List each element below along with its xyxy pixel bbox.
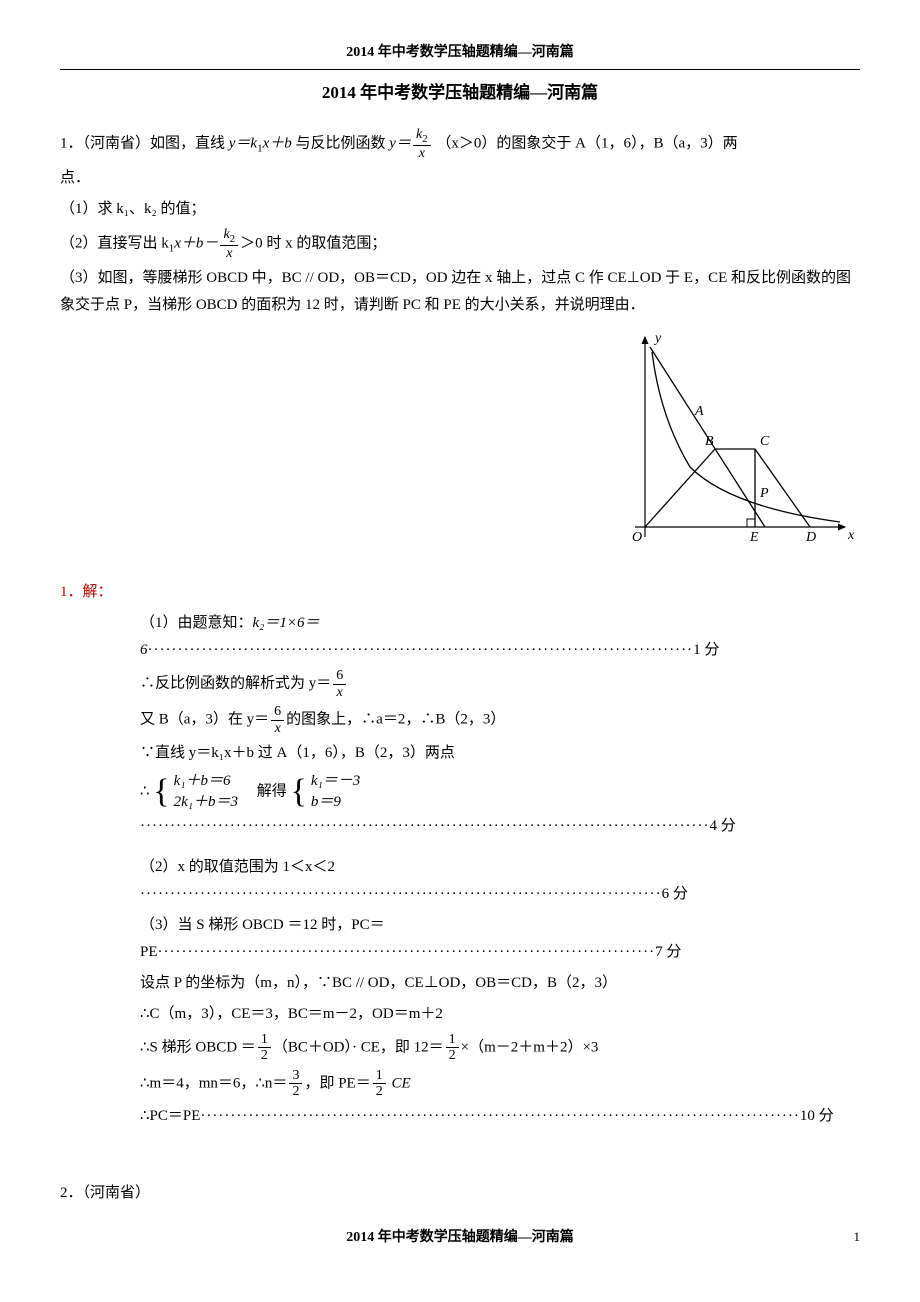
num: 1 [258, 1032, 271, 1048]
score: 6 分 [662, 886, 688, 902]
sol-1e: ∴ { k₁＋b＝6 2k₁＋b＝3 解得 { k₁＝－3 b＝9 ······… [140, 771, 860, 840]
text: （2）直接写出 k [60, 236, 169, 252]
sub: 2 [230, 233, 236, 245]
fraction: k2x [413, 127, 431, 161]
den: 2 [289, 1084, 302, 1099]
text: ∴反比例函数的解析式为 y＝ [140, 676, 331, 692]
fraction: 6x [333, 668, 346, 700]
page-number: 1 [854, 1225, 861, 1248]
svg-text:P: P [759, 486, 769, 501]
sol-3f: ∴PC＝PE··································… [140, 1103, 860, 1130]
text: 又 B（a，3）在 y＝ [140, 711, 269, 727]
brace-icon: { [153, 775, 169, 809]
sol-1a: （1）由题意知：k₂＝1×6＝6························… [140, 610, 860, 664]
den: x [413, 146, 431, 161]
eq: k₁＝－3 [307, 771, 360, 792]
solution-head: 1．解： [60, 579, 860, 606]
figure-graph: y x O A B C P E D [600, 327, 860, 567]
num: 1 [446, 1032, 459, 1048]
text: 1．（河南省）如图，直线 [60, 135, 229, 151]
den: 2 [446, 1048, 459, 1063]
svg-text:B: B [705, 434, 714, 449]
text: CE [388, 1075, 411, 1091]
den: 2 [373, 1084, 386, 1099]
score: 1 分 [693, 642, 719, 658]
num: 1 [373, 1068, 386, 1084]
text: 的图象上，∴a＝2，∴B（2，3） [286, 711, 505, 727]
text: x＋b－ [174, 236, 218, 252]
den: 2 [258, 1048, 271, 1063]
eq: k₁＋b＝6 [170, 771, 238, 792]
score: 7 分 [655, 944, 681, 960]
dots: ········································… [200, 1108, 800, 1124]
fraction: k2x [220, 227, 238, 261]
fraction: 12 [373, 1068, 386, 1100]
text: x＋b [263, 135, 292, 151]
svg-text:E: E [749, 530, 759, 545]
dots: ········································… [140, 886, 662, 902]
brace-icon: { [291, 775, 307, 809]
svg-text:C: C [760, 434, 770, 449]
header-rule [60, 69, 860, 70]
num: 6 [333, 668, 346, 684]
text: ∴m＝4，mn＝6，∴n＝ [140, 1075, 287, 1091]
q1-stem-line1: 1．（河南省）如图，直线 y＝k1x＋b 与反比例函数 y＝k2x （x＞0）的… [60, 127, 860, 161]
brace-system-2: { k₁＝－3 b＝9 [291, 771, 361, 813]
eq: 2k₁＋b＝3 [170, 792, 238, 813]
text: ，即 PE＝ [304, 1075, 370, 1091]
fraction: 6x [271, 704, 284, 736]
q1-stem-line2: 点． [60, 165, 860, 192]
dots: ········································… [148, 642, 694, 658]
footer-text: 2014 年中考数学压轴题精编—河南篇 [346, 1230, 574, 1245]
q2: 2．（河南省） [60, 1180, 860, 1207]
fraction: 32 [289, 1068, 302, 1100]
sol-3e: ∴m＝4，mn＝6，∴n＝32，即 PE＝12 CE [140, 1068, 860, 1100]
text: （2）x 的取值范围为 1＜x＜2 [140, 859, 335, 875]
sol-1d: ∵直线 y＝k₁x＋b 过 A（1，6），B（2，3）两点 [140, 740, 860, 767]
score: 4 分 [710, 818, 736, 834]
svg-text:O: O [632, 530, 642, 545]
text: ×（m－2＋m＋2）×3 [461, 1039, 599, 1055]
page-title: 2014 年中考数学压轴题精编—河南篇 [60, 78, 860, 109]
num: 3 [289, 1068, 302, 1084]
num: 6 [271, 704, 284, 720]
q1-part1: （1）求 k₁、k₂ 的值； [60, 196, 860, 223]
sol-3c: ∴C（m，3），CE＝3，BC＝m－2，OD＝m＋2 [140, 1001, 860, 1028]
sol-1b: ∴反比例函数的解析式为 y＝6x [140, 668, 860, 700]
text: （x＞0）的图象交于 A（1，6），B（a，3）两 [436, 135, 737, 151]
dots: ········································… [140, 818, 710, 834]
den: x [333, 685, 346, 700]
sol-2: （2）x 的取值范围为 1＜x＜2 ······················… [140, 854, 860, 908]
text: 解得 [257, 783, 287, 799]
q1-part2: （2）直接写出 k1x＋b－k2x＞0 时 x 的取值范围； [60, 227, 860, 261]
q1-part3: （3）如图，等腰梯形 OBCD 中，BC // OD，OB＝CD，OD 边在 x… [60, 265, 860, 319]
eq: b＝9 [307, 792, 360, 813]
svg-text:A: A [694, 404, 704, 419]
fraction: 12 [446, 1032, 459, 1064]
text: （BC＋OD）· CE，即 12＝ [273, 1039, 444, 1055]
page-footer: 2014 年中考数学压轴题精编—河南篇 1 [60, 1225, 860, 1250]
sol-3b: 设点 P 的坐标为（m，n），∵BC // OD，CE⊥OD，OB＝CD，B（2… [140, 970, 860, 997]
fraction: 12 [258, 1032, 271, 1064]
sub: 2 [422, 133, 428, 145]
text: ∴PC＝PE [140, 1108, 200, 1124]
sol-3d: ∴S 梯形 OBCD ＝12（BC＋OD）· CE，即 12＝12×（m－2＋m… [140, 1032, 860, 1064]
text: ∴S 梯形 OBCD ＝ [140, 1039, 256, 1055]
text: （1）由题意知： [140, 615, 253, 631]
sol-1c: 又 B（a，3）在 y＝6x的图象上，∴a＝2，∴B（2，3） [140, 704, 860, 736]
svg-text:D: D [805, 530, 816, 545]
den: x [271, 721, 284, 736]
text: y＝k [229, 135, 257, 151]
text: 与反比例函数 [296, 135, 390, 151]
page-header: 2014 年中考数学压轴题精编—河南篇 [60, 40, 860, 65]
svg-text:y: y [653, 331, 662, 346]
score: 10 分 [800, 1108, 834, 1124]
svg-text:x: x [847, 528, 855, 543]
den: x [220, 246, 238, 261]
text: ＞0 时 x 的取值范围； [240, 236, 386, 252]
brace-system-1: { k₁＋b＝6 2k₁＋b＝3 [153, 771, 238, 813]
dots: ········································… [158, 944, 656, 960]
sol-3a: （3）当 S 梯形 OBCD ＝12 时，PC＝PE··············… [140, 912, 860, 966]
text: y＝ [389, 135, 411, 151]
